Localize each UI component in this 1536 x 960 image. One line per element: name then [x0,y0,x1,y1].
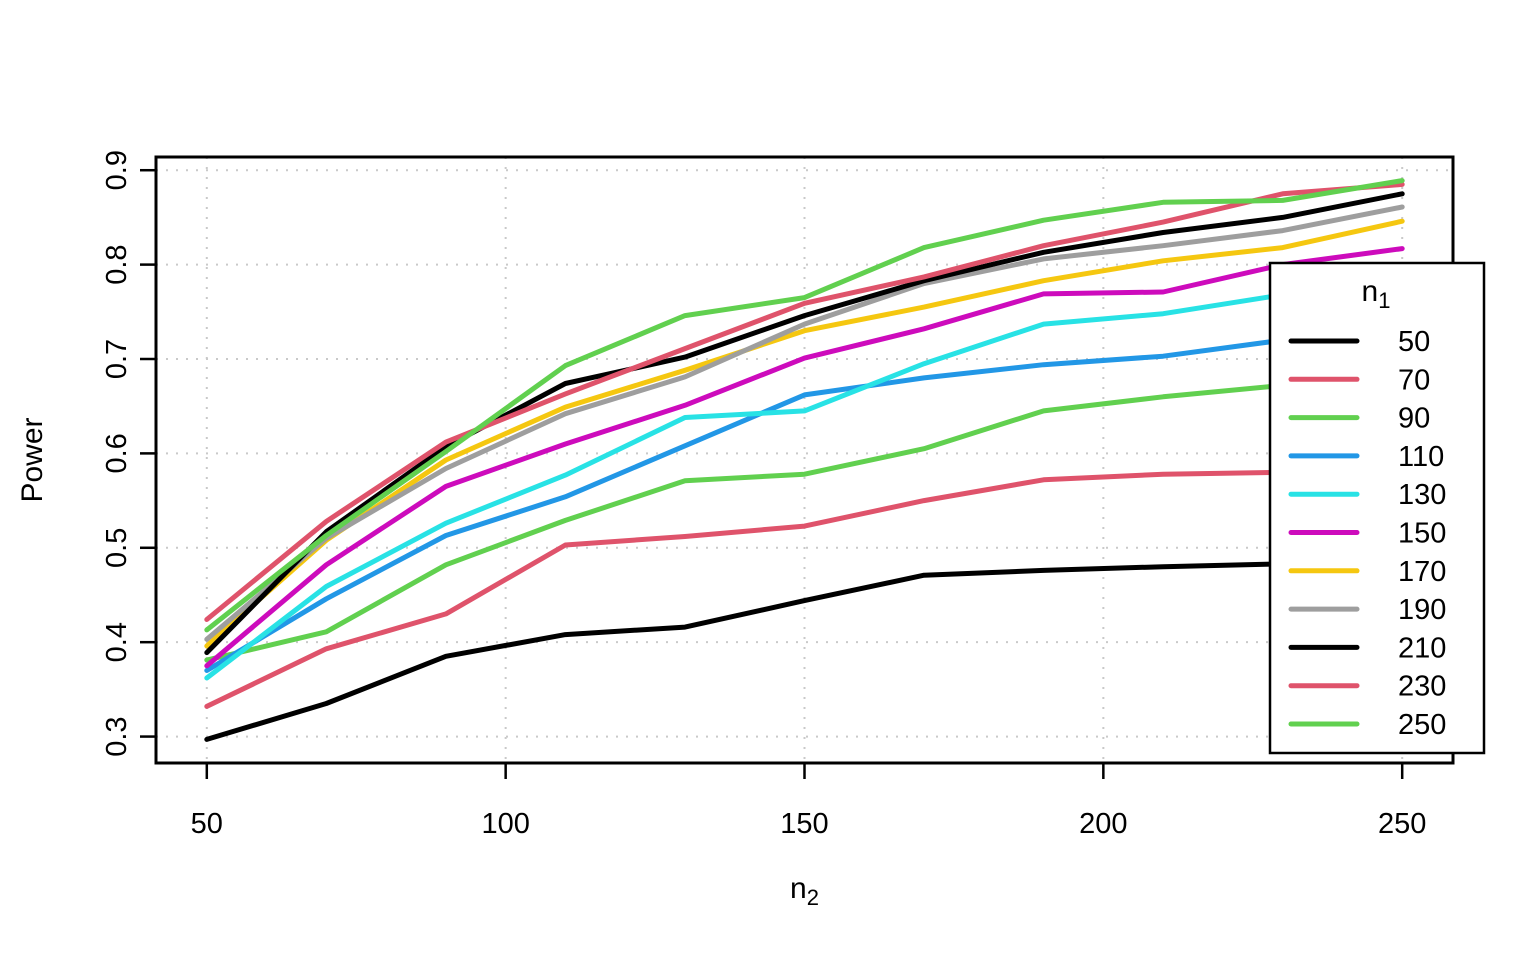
legend-label: 150 [1398,518,1446,550]
legend-item-70: 70 [1288,364,1430,396]
legend-label: 210 [1398,632,1446,664]
legend-item-170: 170 [1288,556,1446,588]
series-line-130 [204,285,1405,681]
x-tick-label: 150 [780,808,828,840]
legend-item-250: 250 [1288,709,1446,741]
grid [156,157,1453,763]
y-tick-label: 0.8 [101,244,133,284]
y-tick-label: 0.6 [101,433,133,473]
legend-label: 230 [1398,671,1446,703]
series-line-110 [204,332,1405,673]
x-tick-label: 250 [1378,808,1426,840]
series-line-70 [204,467,1405,709]
series-line-150 [204,246,1405,669]
x-tick-label: 50 [191,808,223,840]
legend-label: 170 [1398,556,1446,588]
legend-label: 70 [1398,364,1430,396]
legend-item-190: 190 [1288,594,1446,626]
legend-item-90: 90 [1288,403,1430,435]
x-tick-label: 200 [1079,808,1127,840]
series-line-210 [204,191,1405,656]
x-axis-title: n2 [790,872,819,910]
series-line-190 [204,204,1405,642]
legend-item-130: 130 [1288,479,1446,511]
legend-item-230: 230 [1288,671,1446,703]
y-tick-label: 0.7 [101,339,133,379]
series-line-230 [204,181,1405,622]
legend-label: 190 [1398,594,1446,626]
x-axis: 50 100 150 200 250 [191,763,1426,840]
series-line-50 [204,560,1405,742]
legend-label: 50 [1398,326,1430,358]
legend-box [1268,261,1486,755]
legend-item-150: 150 [1288,518,1446,550]
legend-item-110: 110 [1288,441,1444,473]
series-line-90 [204,380,1405,663]
legend-label: 110 [1398,441,1444,473]
series-lines [204,178,1405,742]
series-line-250 [204,178,1405,633]
y-axis-title: Power [16,417,49,502]
legend-label: 130 [1398,479,1446,511]
y-tick-label: 0.4 [101,622,133,662]
x-tick-label: 100 [481,808,529,840]
y-tick-label: 0.5 [101,528,133,568]
y-tick-label: 0.9 [101,150,133,190]
y-axis: 0.3 0.4 0.5 0.6 0.7 0.8 0.9 [101,150,156,757]
legend-label: 250 [1398,709,1446,741]
series-line-170 [204,218,1405,649]
legend-title: n1 [1362,275,1391,313]
legend-item-210: 210 [1288,632,1446,664]
y-tick-label: 0.3 [101,716,133,756]
legend-label: 90 [1398,403,1430,435]
legend-item-50: 50 [1288,326,1430,358]
